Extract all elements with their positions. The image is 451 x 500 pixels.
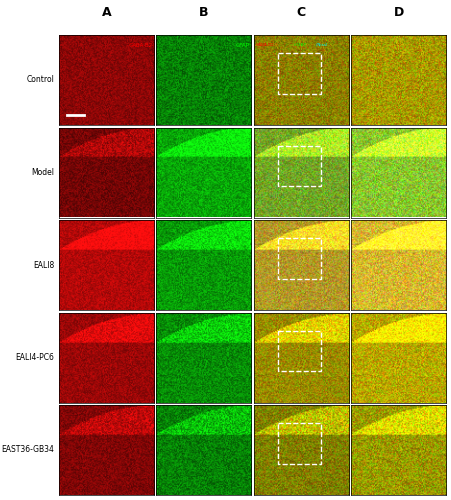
Text: Control: Control — [26, 76, 54, 84]
Text: EALI4-PC6: EALI4-PC6 — [15, 353, 54, 362]
Text: /Nissl: /Nissl — [316, 42, 327, 46]
Text: GABA-B2: GABA-B2 — [256, 42, 275, 46]
Bar — [278, 54, 321, 94]
Bar — [278, 331, 321, 372]
Text: A: A — [101, 6, 111, 19]
Bar — [278, 238, 321, 279]
Text: D: D — [394, 6, 404, 19]
Text: GABA-B2: GABA-B2 — [129, 42, 152, 48]
Text: EAST36-GB34: EAST36-GB34 — [1, 446, 54, 454]
Text: Model: Model — [31, 168, 54, 177]
Text: GFAP: GFAP — [236, 42, 250, 48]
Bar — [278, 424, 321, 464]
Text: /GFAP: /GFAP — [294, 42, 306, 46]
Text: EALI8: EALI8 — [33, 260, 54, 270]
Text: B: B — [199, 6, 208, 19]
Bar — [278, 146, 321, 186]
Text: C: C — [297, 6, 306, 19]
